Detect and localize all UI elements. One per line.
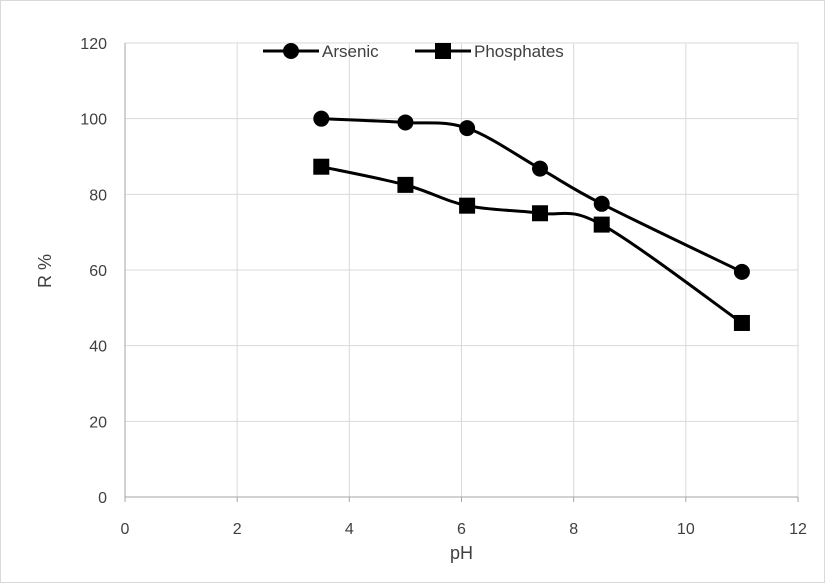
y-tick-label: 80 [89,187,107,204]
series-arsenic [313,110,750,280]
arsenic-line [321,117,743,274]
legend-marker-arsenic [283,43,299,59]
x-tick-label: 2 [233,521,242,538]
phosphates-point [593,216,610,233]
phosphates-line [320,165,743,325]
y-tick-label: 40 [89,339,107,356]
legend-item-arsenic: Arsenic [263,42,379,61]
x-tick-label: 4 [345,521,354,538]
x-tick-label: 6 [457,521,466,538]
phosphates-point [532,205,549,222]
y-tick-label: 120 [80,36,107,53]
legend-marker-phosphates [435,43,451,59]
x-tick-label: 10 [677,521,695,538]
arsenic-point [313,110,330,127]
arsenic-point [733,263,750,280]
legend-label-phosphates: Phosphates [474,42,564,61]
phosphates-point [459,197,476,214]
arsenic-point [532,160,549,177]
arsenic-point [459,120,476,137]
y-tick-label: 100 [80,112,107,129]
x-tick-label: 12 [789,521,807,538]
y-axis-title: R % [35,254,55,288]
phosphates-point [733,314,750,331]
tick-labels: 0 20 40 60 80 100 120 0 2 4 6 8 10 12 [80,36,807,538]
series-phosphates [313,158,750,331]
y-tick-label: 60 [89,263,107,280]
legend-item-phosphates: Phosphates [415,42,564,61]
arsenic-point [397,114,414,131]
axes [124,43,799,502]
legend-label-arsenic: Arsenic [322,42,379,61]
legend: Arsenic Phosphates [263,42,564,61]
x-tick-label: 0 [121,521,130,538]
phosphates-point [397,176,414,193]
y-tick-label: 20 [89,414,107,431]
series-layer [313,110,750,331]
gridlines [125,42,799,497]
x-axis-title: pH [450,543,473,563]
arsenic-point [593,195,610,212]
x-tick-label: 8 [569,521,578,538]
y-tick-label: 0 [98,490,107,507]
phosphates-point [313,158,330,175]
